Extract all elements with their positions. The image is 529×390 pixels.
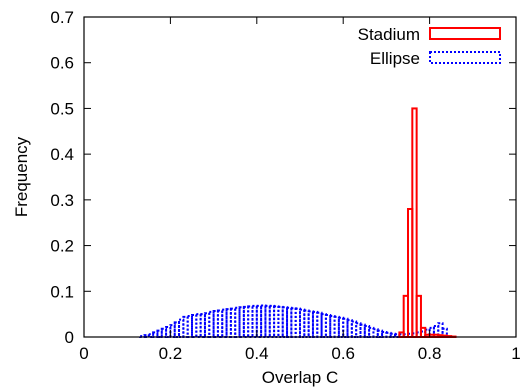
bar-ellipse [199, 313, 206, 338]
bar-ellipse [372, 328, 379, 339]
plot-frame [83, 16, 517, 338]
bar-ellipse [350, 320, 358, 339]
bar-ellipse [381, 330, 388, 339]
y-tick-label: 0.2 [50, 237, 74, 256]
series-stadium-bars [398, 107, 457, 339]
y-axis-label: Frequency [12, 136, 31, 217]
x-tick-label: 0.8 [418, 344, 442, 363]
bar-ellipse [316, 311, 323, 338]
bar-ellipse [195, 313, 202, 338]
y-tick-label: 0.5 [50, 99, 74, 118]
legend-label-ellipse: Ellipse [370, 49, 420, 68]
bar-ellipse [208, 310, 215, 339]
legend-label-stadium: Stadium [358, 25, 420, 44]
bar-ellipse [186, 314, 193, 339]
x-tick-label: 0.2 [159, 344, 183, 363]
legend: Stadium Ellipse [358, 25, 501, 68]
legend-swatch-ellipse [429, 51, 501, 64]
y-tick-label: 0.6 [50, 54, 74, 73]
bar-ellipse [260, 304, 267, 339]
bar-ellipse [286, 306, 293, 339]
bar-ellipse [329, 314, 336, 339]
x-axis-label: Overlap C [262, 368, 339, 387]
bar-ellipse [160, 327, 168, 338]
bar-ellipse [191, 314, 198, 338]
x-tick-label: 0.6 [331, 344, 355, 363]
y-tick-label: 0.7 [50, 8, 74, 27]
y-tick-label: 0.3 [50, 191, 74, 210]
y-tick-label: 0 [65, 328, 74, 347]
bar-ellipse [363, 325, 371, 338]
x-tick-label: 0.4 [245, 344, 269, 363]
axis-tick-labels: 0 0.2 0.4 0.6 0.8 1 0 0.1 0.2 0.3 0.4 0.5 0.6 0.7 [50, 8, 520, 363]
y-tick-label: 0.1 [50, 282, 74, 301]
bar-ellipse [234, 306, 241, 339]
bar-ellipse [441, 327, 448, 338]
y-tick-label: 0.4 [50, 145, 74, 164]
legend-swatch-stadium [429, 27, 501, 40]
x-tick-label: 0 [79, 344, 88, 363]
axis-ticks [83, 16, 517, 338]
x-tick-label: 1 [511, 344, 520, 363]
